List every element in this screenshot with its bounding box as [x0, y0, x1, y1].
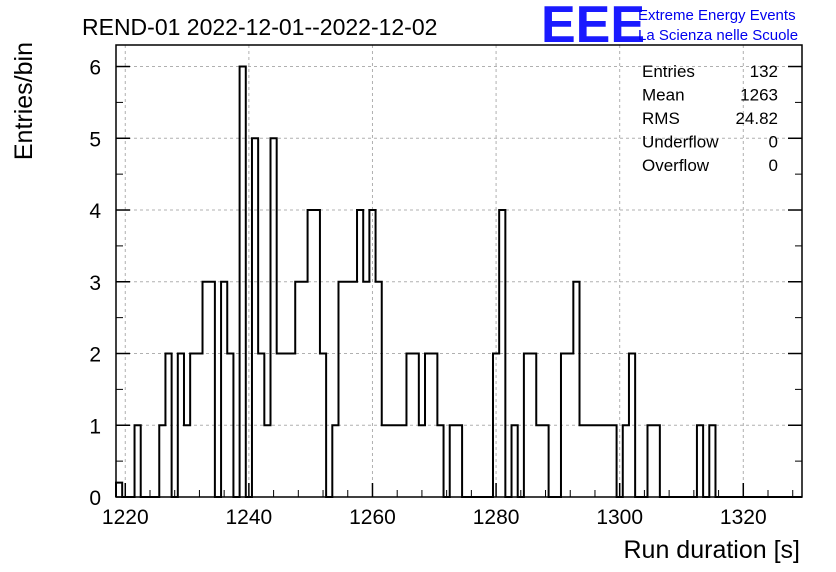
stat-label: RMS: [642, 109, 680, 128]
stat-label: Overflow: [642, 156, 710, 175]
stat-value: 24.82: [735, 109, 778, 128]
histogram-bin: [394, 425, 400, 497]
y-tick-label: 1: [89, 415, 101, 438]
axis-tick-labels: 1220 1240 1260 1280 1300 1320 0 1 2 3 4 5 6: [89, 57, 766, 529]
y-tick-label: 3: [89, 272, 101, 295]
y-tick-label: 2: [89, 344, 101, 367]
stat-label: Mean: [642, 86, 685, 105]
stat-value: 0: [769, 156, 778, 175]
histogram-bin: [264, 425, 270, 497]
histogram-bin: [382, 425, 388, 497]
histogram-bin: [598, 425, 604, 497]
histogram-bin: [592, 425, 598, 497]
y-tick-label: 6: [89, 57, 101, 80]
histogram-bin: [400, 425, 406, 497]
y-tick-label: 5: [89, 128, 101, 151]
stat-value: 1263: [740, 86, 778, 105]
x-tick-label: 1240: [226, 506, 273, 529]
x-tick-label: 1300: [596, 506, 643, 529]
stat-label: Entries: [642, 62, 695, 81]
plot-frame: [115, 44, 803, 498]
histogram-bin: [388, 425, 394, 497]
x-tick-label: 1220: [102, 506, 149, 529]
x-axis-title: Run duration [s]: [624, 536, 801, 564]
histogram-bin: [419, 425, 425, 497]
x-tick-label: 1260: [349, 506, 396, 529]
axis-ticks: [116, 65, 802, 498]
chart-title: REND-01 2022-12-01--2022-12-02: [82, 14, 437, 40]
histogram-bin: [363, 282, 369, 497]
histogram-bin: [604, 425, 610, 497]
logo-line-1: Extreme Energy Events: [638, 7, 796, 24]
histogram-bin: [184, 425, 190, 497]
histogram-bin: [586, 425, 592, 497]
stat-label: Underflow: [642, 133, 719, 152]
stat-value: 0: [769, 133, 778, 152]
y-tick-label: 0: [89, 487, 101, 510]
y-tick-label: 4: [89, 200, 101, 223]
grid-lines: [116, 45, 802, 497]
logo-mark: EEE: [541, 0, 645, 54]
histogram-bin: [580, 425, 586, 497]
y-axis-title: Entries/bin: [10, 42, 38, 160]
logo-line-2: La Scienza nelle Scuole: [638, 27, 798, 44]
histogram-bin: [301, 282, 307, 497]
eee-logo: EEE Extreme Energy Events La Scienza nel…: [541, 0, 798, 54]
x-tick-label: 1280: [473, 506, 520, 529]
x-tick-label: 1320: [720, 506, 767, 529]
histogram-bin: [345, 282, 351, 497]
stats-box: Entries 132 Mean 1263 RMS 24.82 Underflow 0 Over…: [642, 62, 778, 175]
histogram-bin: [351, 282, 357, 497]
histogram-bin: [536, 425, 542, 497]
stat-value: 132: [750, 62, 778, 81]
